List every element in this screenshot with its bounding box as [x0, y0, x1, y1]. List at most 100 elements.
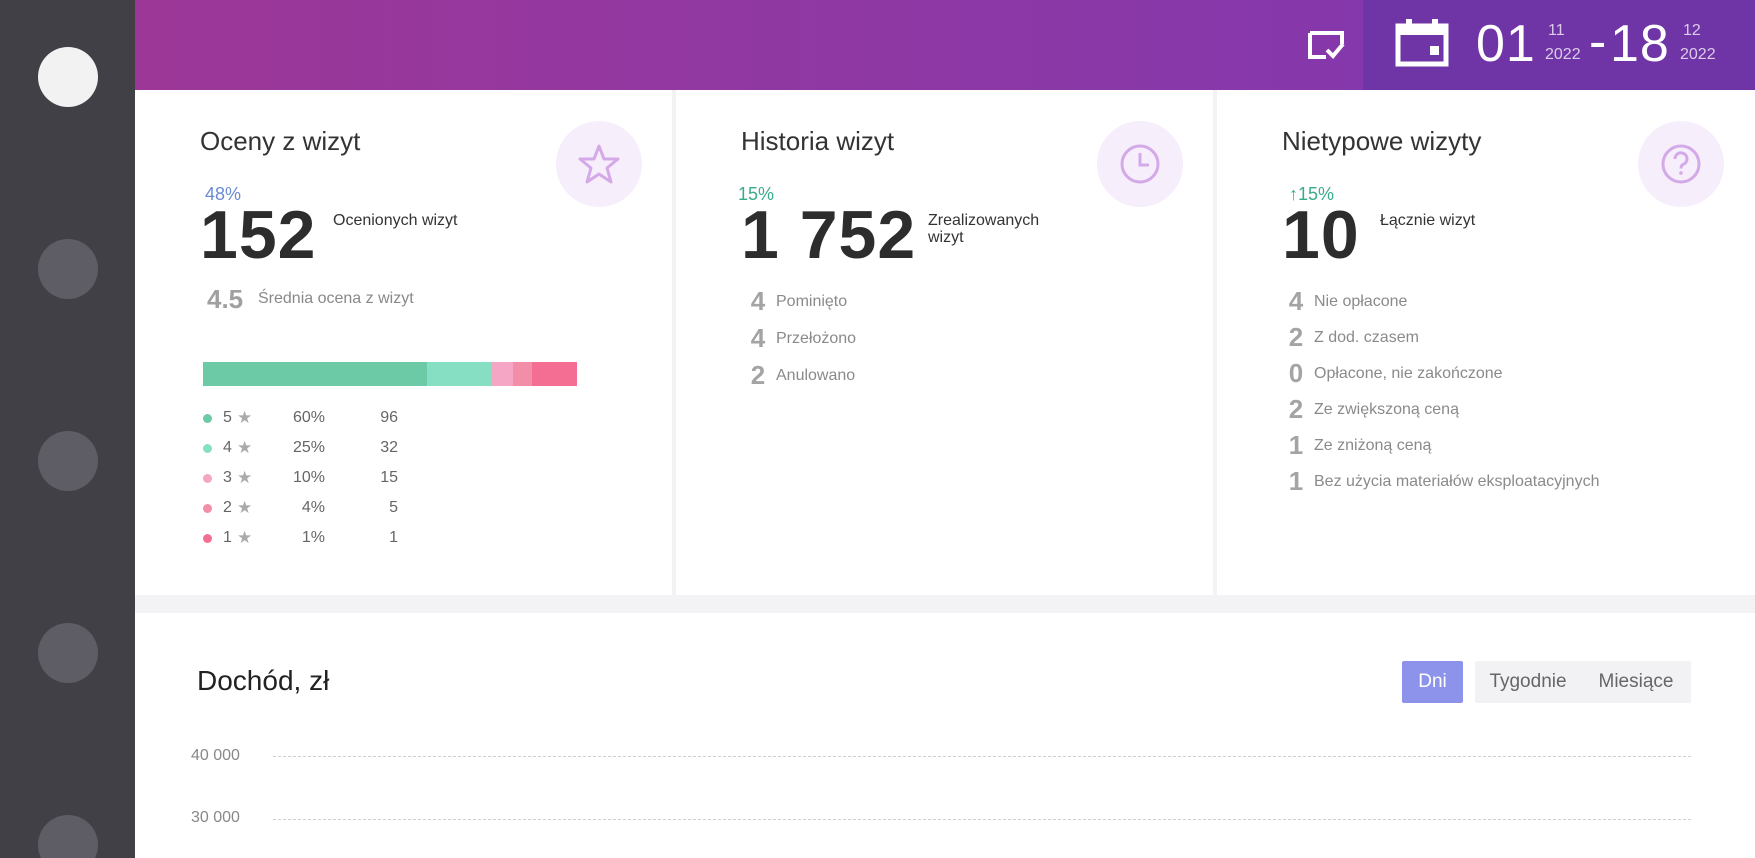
star-icon: ★: [237, 528, 253, 547]
stat-row: 1 Ze zniżoną ceną: [1284, 430, 1704, 460]
ratings-count: 152: [200, 197, 317, 273]
stat-label: Opłacone, nie zakończone: [1314, 365, 1503, 382]
stat-value: 1: [1288, 466, 1304, 496]
history-percent: 15%: [738, 184, 775, 204]
stat-label: Ze zwiększoną ceną: [1314, 401, 1459, 418]
rating-percent: 10%: [292, 469, 325, 486]
star-icon: ★: [237, 438, 253, 457]
rating-percent: 25%: [292, 439, 325, 456]
stat-value: 2: [750, 360, 766, 390]
rating-count: 5: [389, 499, 398, 516]
card-title: Historia wizyt: [741, 126, 895, 156]
rating-count: 32: [380, 439, 398, 456]
clock-icon: [1120, 144, 1160, 184]
top-header: 01 11 2022 - 18 12 2022: [135, 0, 1755, 90]
rating-stars: 2: [223, 499, 232, 516]
stat-row: 4 Nie opłacone: [1284, 286, 1704, 316]
calendar-check-icon[interactable]: [1305, 24, 1347, 66]
date-to-year: 2022: [1680, 46, 1716, 63]
rating-color-dot: [203, 504, 212, 513]
rating-row: 4 ★ 25% 32: [203, 436, 423, 460]
date-from-month: 11: [1548, 22, 1565, 39]
atypical-card: Nietypowe wizyty ↑15% 10 Łącznie wizyt 4…: [1217, 90, 1755, 595]
stat-label: Anulowano: [776, 367, 856, 384]
stat-value: 4: [750, 286, 766, 316]
average-rating: 4.5: [207, 284, 244, 314]
rating-percent: 60%: [292, 409, 325, 426]
rating-row: 5 ★ 60% 96: [203, 406, 423, 430]
rating-bar-segment: [203, 362, 428, 386]
rating-distribution-bar: [203, 362, 577, 386]
history-count-label: Zrealizowanych wizyt: [928, 212, 1040, 246]
question-icon-badge: [1638, 121, 1724, 207]
rating-color-dot: [203, 534, 212, 543]
rating-row: 1 ★ 1% 1: [203, 526, 423, 550]
sidebar-nav-item[interactable]: [38, 815, 98, 858]
grid-line: [273, 819, 1691, 820]
stat-label: Pominięto: [776, 293, 848, 310]
rating-row: 2 ★ 4% 5: [203, 496, 423, 520]
rating-count: 1: [389, 529, 398, 546]
stat-label: Ze zniżoną ceną: [1314, 437, 1432, 454]
star-icon: [578, 144, 620, 184]
ratings-percent: 48%: [205, 184, 242, 204]
ratings-card: Oceny z wizyt 48% 152 Ocenionych wizyt 4…: [135, 90, 672, 595]
rating-color-dot: [203, 474, 212, 483]
star-icon: ★: [237, 408, 253, 427]
sidebar-nav-item[interactable]: [38, 623, 98, 683]
stat-value: 2: [1288, 394, 1304, 424]
card-title: Oceny z wizyt: [200, 126, 361, 156]
rating-bar-segment: [532, 362, 577, 386]
stat-row: 2 Anulowano: [746, 360, 1166, 390]
stat-value: 4: [750, 323, 766, 353]
rating-count: 15: [380, 469, 398, 486]
rating-color-dot: [203, 444, 212, 453]
rating-stars: 3: [223, 469, 232, 486]
stat-label: Bez użycia materiałów eksploatacyjnych: [1314, 473, 1600, 490]
stat-value: 2: [1288, 322, 1304, 352]
rating-bar-segment: [513, 362, 533, 386]
sidebar-nav-item[interactable]: [38, 239, 98, 299]
rating-stars: 4: [223, 439, 232, 456]
rating-stars: 1: [223, 529, 232, 546]
stat-row: 1 Bez użycia materiałów eksploatacyjnych: [1284, 466, 1704, 496]
y-axis-label: 30 000: [191, 809, 240, 826]
card-title: Nietypowe wizyty: [1282, 126, 1482, 156]
history-count: 1 752: [741, 197, 917, 273]
sidebar-nav-item[interactable]: [38, 431, 98, 491]
stat-row: 4 Pominięto: [746, 286, 1166, 316]
tab-days[interactable]: Dni: [1402, 661, 1463, 703]
rating-count: 96: [380, 409, 398, 426]
stat-row: 2 Ze zwiększoną ceną: [1284, 394, 1704, 424]
rating-stars: 5: [223, 409, 232, 426]
stat-value: 1: [1288, 430, 1304, 460]
rating-row: 3 ★ 10% 15: [203, 466, 423, 490]
ratings-count-label: Ocenionych wizyt: [333, 212, 458, 229]
date-from-day: 01: [1476, 15, 1536, 73]
history-card: Historia wizyt 15% 1 752 Zrealizowanych …: [676, 90, 1213, 595]
date-separator: -: [1589, 13, 1607, 71]
atypical-count: 10: [1282, 197, 1360, 273]
period-tabs: Tygodnie Miesiące: [1475, 661, 1691, 703]
income-section: Dochód, zł Dni Tygodnie Miesiące 40 000 …: [135, 613, 1755, 858]
sidebar-nav-item-active[interactable]: [38, 47, 98, 107]
atypical-percent: ↑15%: [1289, 184, 1335, 204]
star-icon-badge: [556, 121, 642, 207]
tab-weeks[interactable]: Tygodnie: [1489, 671, 1567, 692]
atypical-count-label: Łącznie wizyt: [1380, 212, 1476, 229]
income-title: Dochód, zł: [197, 665, 330, 696]
calendar-icon[interactable]: [1395, 18, 1449, 68]
tab-months[interactable]: Miesiące: [1598, 671, 1674, 692]
rating-color-dot: [203, 414, 212, 423]
clock-icon-badge: [1097, 121, 1183, 207]
date-range-picker[interactable]: 01 11 2022 - 18 12 2022: [1363, 0, 1755, 90]
sidebar: [0, 0, 135, 858]
stat-row: 4 Przełożono: [746, 323, 1166, 353]
rating-bar-segment: [427, 362, 491, 386]
stat-row: 0 Opłacone, nie zakończone: [1284, 358, 1704, 388]
date-from-year: 2022: [1545, 46, 1581, 63]
rating-percent: 1%: [301, 529, 325, 546]
stat-row: 2 Z dod. czasem: [1284, 322, 1704, 352]
average-rating-label: Średnia ocena z wizyt: [258, 290, 414, 307]
rating-percent: 4%: [301, 499, 325, 516]
